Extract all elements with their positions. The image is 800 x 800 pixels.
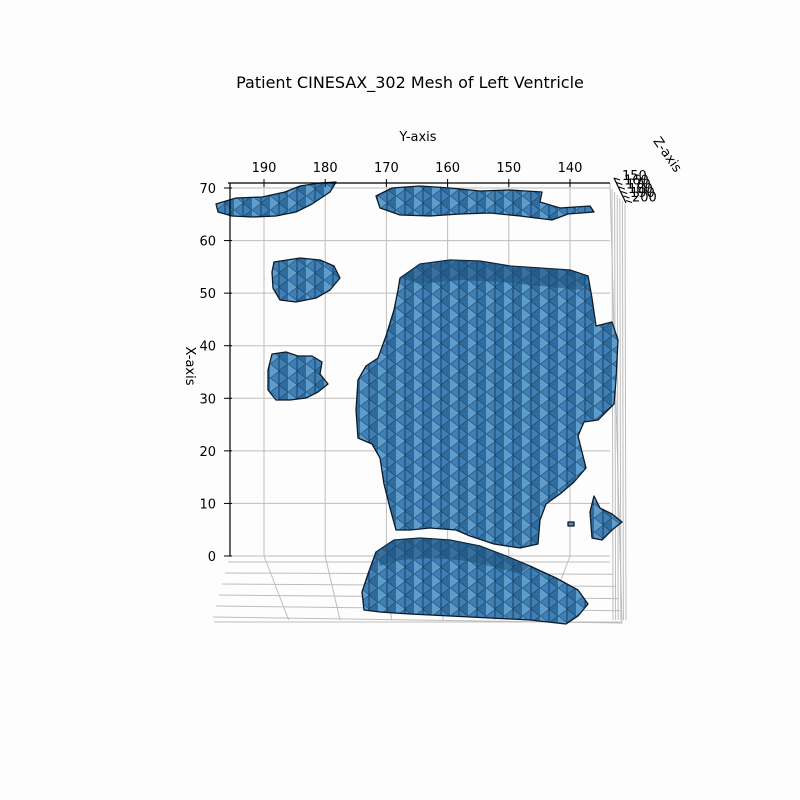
z-tick-label-5: 200 [632, 191, 657, 206]
z-tick-label-1: 160 [624, 173, 649, 188]
x-tick-label-0: 0 [208, 550, 216, 565]
z-tick-label-3: 180 [628, 182, 653, 197]
mesh-top-right-fragment [375, 185, 595, 221]
y-tick-label-1: 180 [313, 161, 338, 176]
y-tick-label-0: 190 [252, 161, 277, 176]
mesh-top-left-fragment [215, 181, 337, 218]
side-depth-2 [616, 194, 619, 621]
x-tick-label-4: 40 [199, 340, 216, 355]
z-axis-label: Z-axis [649, 135, 684, 176]
x-tick-label-5: 50 [199, 287, 216, 302]
side-depth-5 [624, 203, 627, 621]
x-tick-label-7: 70 [199, 182, 216, 197]
y-tick-label-2: 170 [374, 161, 399, 176]
z-tick-3 [621, 191, 628, 194]
x-tick-label-1: 10 [199, 497, 216, 512]
y-tick-label-3: 160 [435, 161, 460, 176]
mesh-upper-left-island [271, 257, 341, 303]
mesh-main-shadow-ridge [400, 260, 588, 290]
side-depth-1 [614, 191, 617, 621]
side-depth-4 [621, 200, 624, 621]
y-axis-label: Y-axis [398, 130, 436, 145]
z-tick-2 [618, 186, 625, 190]
y-tick-label-5: 140 [558, 161, 583, 176]
z-tick-5 [625, 200, 633, 203]
z-axis-line [613, 177, 627, 204]
mesh-bottom-shadow-band [376, 538, 530, 574]
z-tick-0 [613, 177, 621, 181]
side-depth-3 [619, 197, 622, 621]
mesh-tiny-fragment [567, 521, 575, 527]
z-tick-4 [623, 195, 630, 199]
x-tick-label-6: 60 [199, 235, 216, 250]
mesh-main-ventricle [355, 259, 619, 549]
z-tick-label-4: 190 [630, 186, 655, 201]
mesh-middle-left-island [267, 351, 329, 401]
y-tick-label-4: 150 [496, 161, 521, 176]
z-tick-1 [616, 182, 623, 185]
x-axis-label: X-axis [182, 347, 197, 386]
z-tick-label-0: 150 [622, 169, 647, 184]
mesh-right-small-fragment [589, 495, 623, 541]
ventricle-mesh [215, 181, 623, 625]
x-tick-label-2: 20 [199, 445, 216, 460]
floor-depth-0 [263, 555, 290, 621]
z-tick-label-2: 170 [626, 178, 651, 193]
chart-title: Patient CINESAX_302 Mesh of Left Ventric… [236, 73, 584, 93]
x-tick-label-3: 30 [199, 392, 216, 407]
floor-depth-1 [324, 555, 341, 621]
